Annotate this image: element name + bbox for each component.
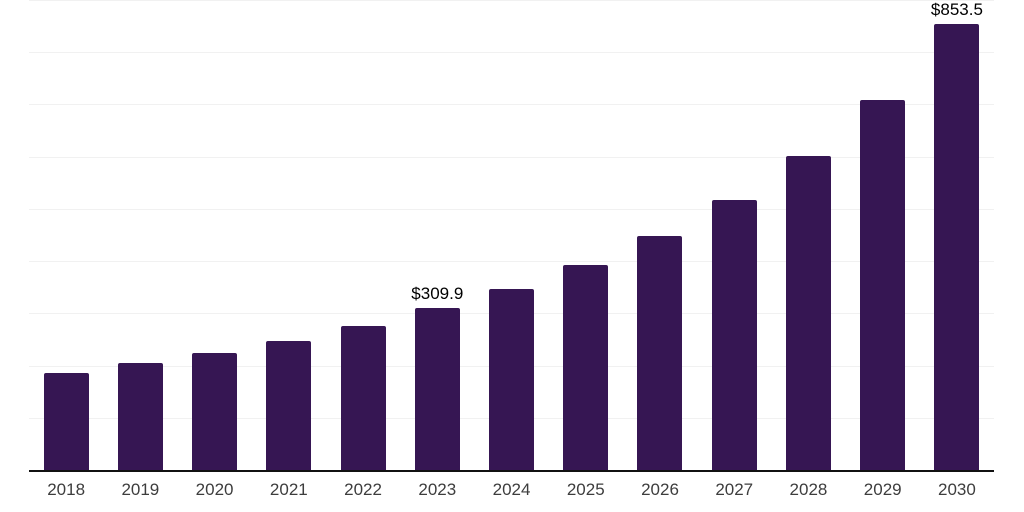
x-tick-label-2025: 2025: [566, 480, 605, 499]
x-tick-label-2018: 2018: [47, 480, 86, 499]
bar-slot-2023: $309.9: [400, 0, 474, 470]
bar-2023: [414, 308, 460, 470]
bar-slot-2019: [103, 0, 177, 470]
bar-2024: [489, 289, 535, 470]
x-tick-label-2028: 2028: [789, 480, 828, 499]
plot-area: $309.9 $853.5: [29, 0, 994, 472]
gridline: [29, 261, 994, 263]
bar-2026: [637, 236, 683, 470]
bar-2025: [563, 265, 609, 470]
bar-2022: [340, 325, 386, 470]
bar-slot-2027: [697, 0, 771, 470]
bar-slot-2021: [252, 0, 326, 470]
gridline: [29, 104, 994, 106]
bar-slot-2028: [771, 0, 845, 470]
bar-slot-2020: [177, 0, 251, 470]
bar-slot-2025: [549, 0, 623, 470]
bar-slot-2029: [846, 0, 920, 470]
bar-slot-2024: [474, 0, 548, 470]
bar-2018: [43, 372, 89, 470]
x-tick-label-2020: 2020: [195, 480, 234, 499]
gridline: [29, 52, 994, 54]
gridline: [29, 208, 994, 210]
bar-slot-2018: [29, 0, 103, 470]
bar-2027: [711, 200, 757, 470]
gridline: [29, 156, 994, 158]
bar-2028: [785, 155, 831, 470]
x-axis-labels: 2018 2019 2020 2021 2022 2023 2024 2025 2026 2027…: [29, 480, 994, 500]
x-tick-label-2023: 2023: [418, 480, 457, 499]
x-tick-label-2030: 2030: [938, 480, 976, 499]
bar-slot-2022: [326, 0, 400, 470]
x-tick-label-2022: 2022: [344, 480, 382, 499]
bar-2020: [192, 353, 238, 470]
bar-slot-2030: $853.5: [920, 0, 994, 470]
x-tick-label-2024: 2024: [492, 480, 531, 499]
bars-row: $309.9 $853.5: [29, 0, 994, 470]
x-tick-label-2027: 2027: [715, 480, 754, 499]
x-tick-label-2026: 2026: [641, 480, 679, 499]
gridline: [29, 0, 994, 1]
bar-2030: [934, 24, 980, 470]
bar-slot-2026: [623, 0, 697, 470]
bar-2029: [860, 100, 906, 470]
x-tick-label-2029: 2029: [863, 480, 902, 499]
bar-2019: [117, 362, 163, 470]
data-label-2023: $309.9: [411, 284, 464, 304]
x-tick-label-2019: 2019: [121, 480, 160, 499]
bar-2021: [266, 341, 312, 470]
x-tick-label-2021: 2021: [269, 480, 308, 499]
data-label-2030: $853.5: [930, 0, 983, 20]
